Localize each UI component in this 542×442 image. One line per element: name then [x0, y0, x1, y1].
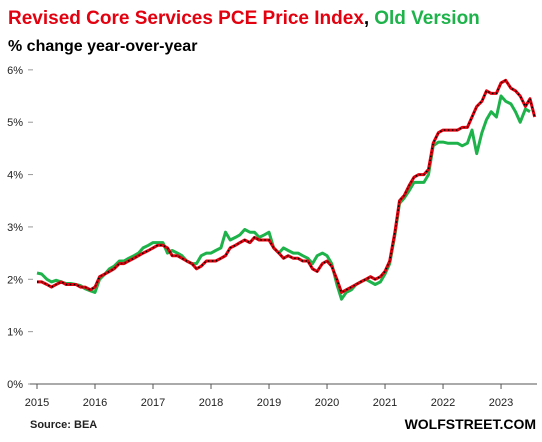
- y-tick-label: 1%: [7, 327, 23, 339]
- x-tick-label: 2017: [141, 397, 165, 409]
- subtitle: % change year-over-year: [8, 38, 197, 55]
- x-tick-label: 2023: [489, 397, 513, 409]
- y-tick-label: 4%: [7, 170, 23, 182]
- series-line: [36, 94, 531, 301]
- series-line: [37, 78, 537, 294]
- y-tick-label: 5%: [7, 117, 23, 129]
- x-tick-label: 2022: [431, 397, 455, 409]
- x-tick-label: 2019: [257, 397, 281, 409]
- y-tick-label: 6%: [7, 65, 23, 77]
- title-part: Old Version: [374, 8, 480, 29]
- series-line-dots: [37, 79, 536, 294]
- chart-title: Revised Core Services PCE Price Index, Ol…: [8, 8, 480, 29]
- y-tick-label: 2%: [7, 274, 23, 286]
- x-tick-label: 2018: [199, 397, 223, 409]
- y-tick-label: 0%: [7, 379, 23, 391]
- x-tick-label: 2016: [83, 397, 107, 409]
- x-tick-label: 2020: [315, 397, 339, 409]
- title-part: Revised Core Services PCE Price Index: [8, 8, 364, 29]
- x-tick-label: 2015: [25, 397, 49, 409]
- source: Source: BEA: [30, 419, 97, 431]
- y-tick-label: 3%: [7, 222, 23, 234]
- brand: WOLFSTREET.COM: [405, 416, 536, 432]
- x-tick-label: 2021: [373, 397, 397, 409]
- title-part: ,: [364, 8, 369, 29]
